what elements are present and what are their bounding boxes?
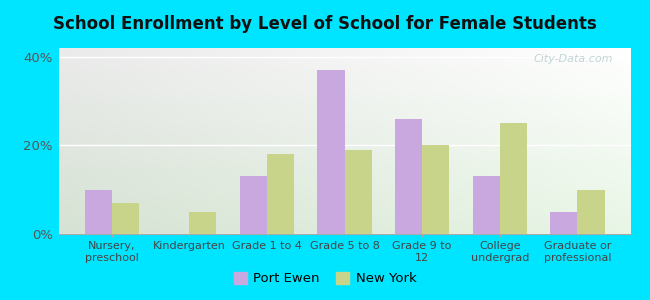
Bar (577, 190, 605, 234)
Legend: Port Ewen, New York: Port Ewen, New York (228, 266, 422, 290)
Bar (550, 212, 577, 234)
Bar (267, 154, 294, 234)
Bar (500, 123, 527, 234)
Bar (344, 150, 372, 234)
Bar (112, 203, 139, 234)
Text: School Enrollment by Level of School for Female Students: School Enrollment by Level of School for… (53, 15, 597, 33)
Bar (422, 146, 449, 234)
Text: City-Data.com: City-Data.com (534, 54, 614, 64)
Bar (240, 176, 267, 234)
Bar (473, 176, 500, 234)
Bar (395, 119, 422, 234)
Bar (189, 212, 216, 234)
Bar (317, 70, 344, 234)
Bar (84, 190, 112, 234)
